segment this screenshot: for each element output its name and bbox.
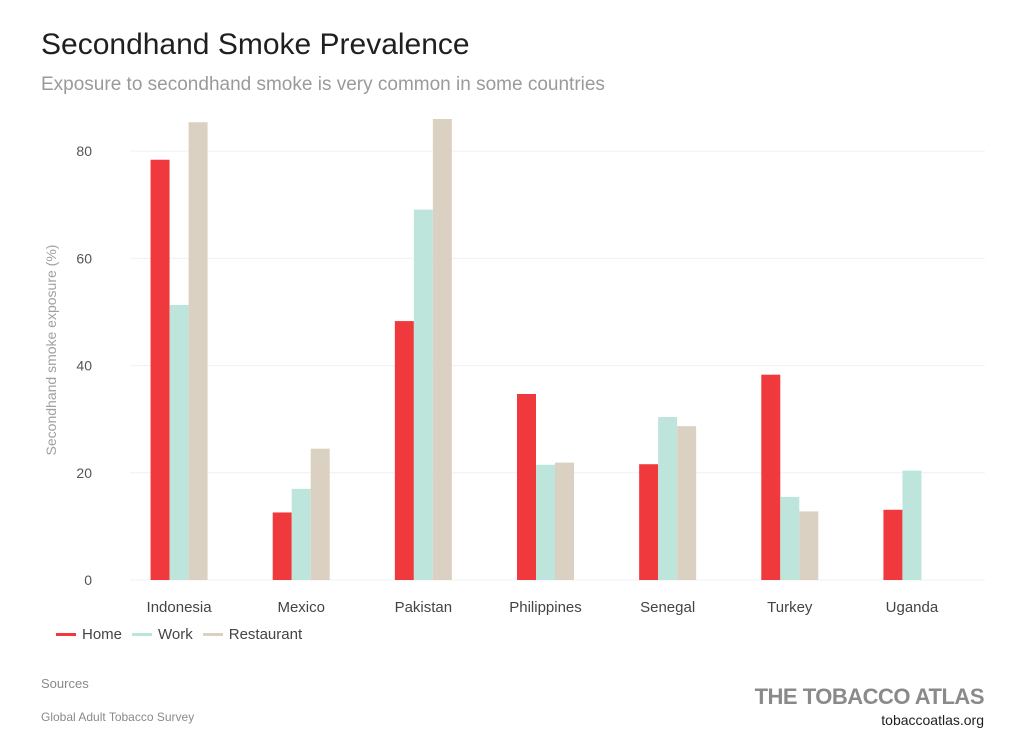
legend-item-home[interactable]: Home [56,626,122,643]
bar-work-senegal[interactable] [658,417,678,580]
x-tick-label: Pakistan [395,599,453,616]
bar-restaurant-turkey[interactable] [799,511,819,580]
brand-url[interactable]: tobaccoatlas.org [881,712,984,728]
bar-work-pakistan[interactable] [413,209,433,580]
x-tick-label: Philippines [509,599,582,616]
x-tick-label: Indonesia [147,599,213,616]
chart-subtitle: Exposure to secondhand smoke is very com… [41,74,605,95]
legend-label: Restaurant [228,626,303,643]
bar-restaurant-mexico[interactable] [310,448,330,580]
legend-swatch [56,633,76,636]
sources-text: Global Adult Tobacco Survey [41,710,195,724]
brand-logo: THE TOBACCO ATLAS [754,684,985,709]
y-tick-label: 60 [76,250,92,266]
bar-work-indonesia[interactable] [169,305,189,580]
bar-home-indonesia[interactable] [150,159,170,580]
bar-restaurant-philippines[interactable] [555,462,574,580]
y-tick-label: 0 [84,572,92,588]
bar-restaurant-senegal[interactable] [677,426,697,580]
bar-restaurant-pakistan[interactable] [432,119,452,580]
y-tick-label: 40 [76,358,92,374]
bar-home-uganda[interactable] [883,509,903,580]
bar-home-senegal[interactable] [639,464,659,580]
chart-title: Secondhand Smoke Prevalence [41,28,470,61]
y-tick-label: 20 [76,465,92,481]
legend: Home Work Restaurant [56,626,312,643]
bar-home-pakistan[interactable] [394,321,414,580]
legend-label: Home [82,626,123,643]
legend-label: Work [158,626,193,643]
legend-item-work[interactable]: Work [132,626,193,643]
y-axis-label: Secondhand smoke exposure (%) [43,245,59,456]
y-tick-label: 80 [76,143,92,159]
bar-restaurant-indonesia[interactable] [188,122,208,580]
bar-home-mexico[interactable] [272,512,292,580]
x-tick-label: Mexico [277,599,325,616]
bar-work-mexico[interactable] [291,488,311,580]
bar-home-philippines[interactable] [517,393,536,580]
x-tick-label: Uganda [886,599,939,616]
x-tick-label: Senegal [640,599,695,616]
x-tick-label: Turkey [767,599,813,616]
legend-item-restaurant[interactable]: Restaurant [202,626,303,643]
legend-swatch [132,633,153,636]
legend-swatch [202,633,223,636]
bar-work-philippines[interactable] [536,464,555,580]
sources-label: Sources [41,676,89,691]
bar-work-turkey[interactable] [780,496,800,580]
bar-work-uganda[interactable] [902,470,922,580]
bar-home-turkey[interactable] [761,374,781,580]
